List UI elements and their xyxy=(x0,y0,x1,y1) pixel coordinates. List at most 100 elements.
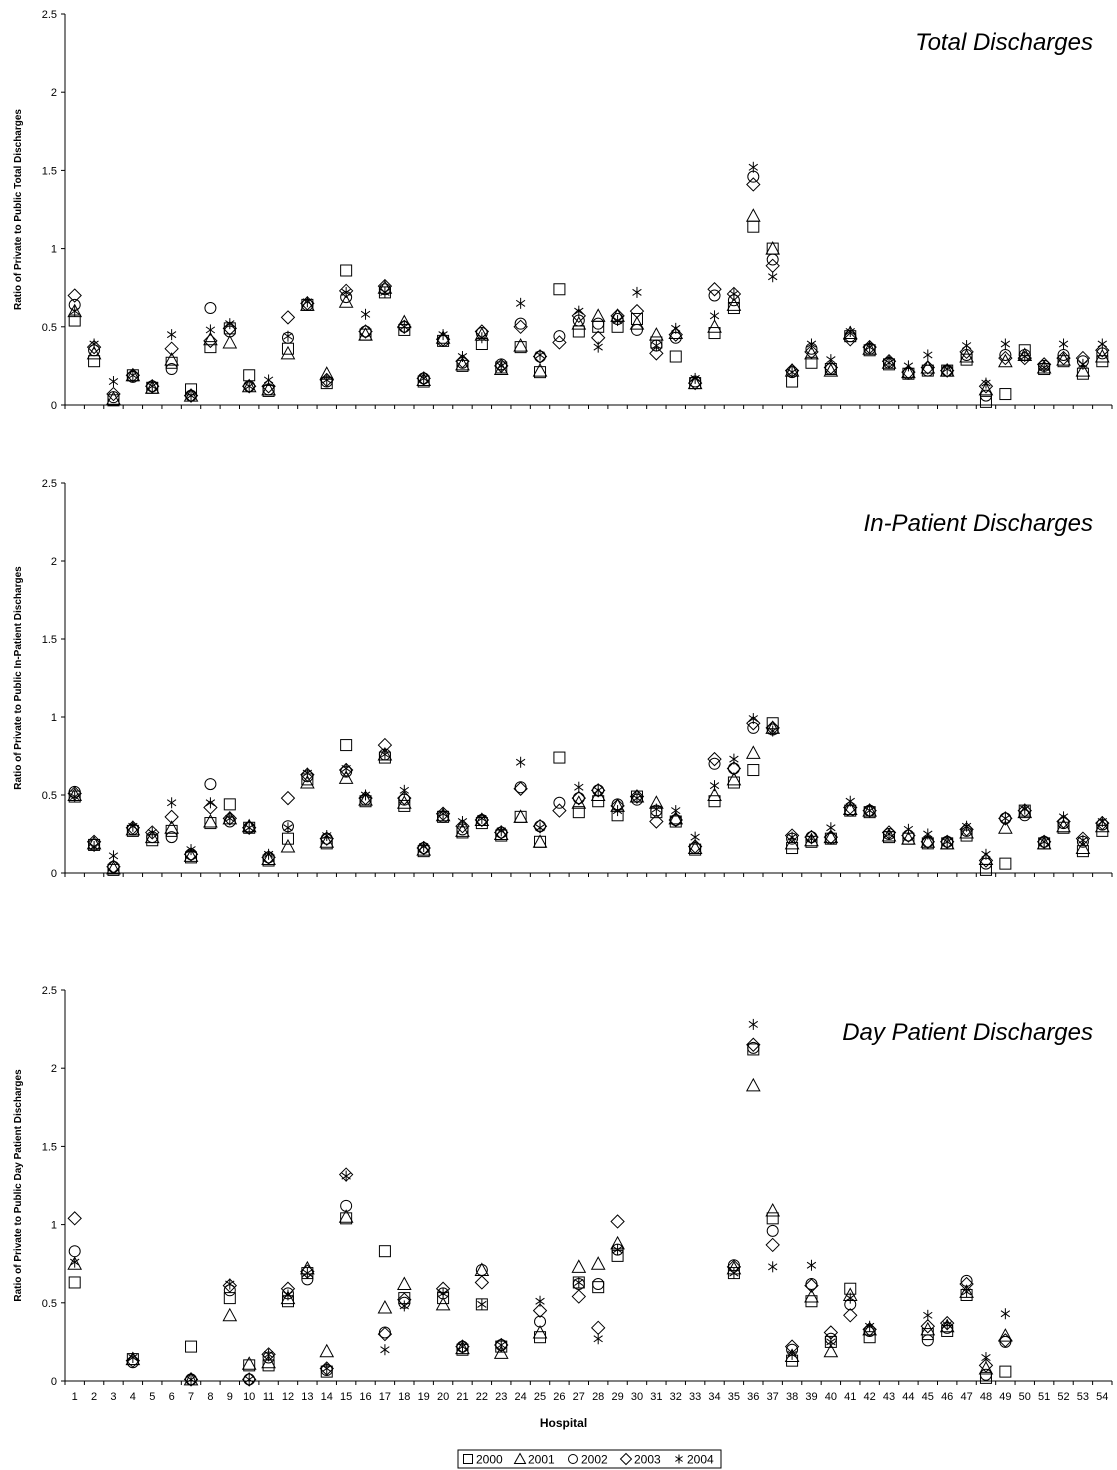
data-point xyxy=(107,394,120,407)
data-point xyxy=(86,345,102,360)
data-point xyxy=(70,791,80,803)
data-point xyxy=(671,805,681,817)
data-point xyxy=(280,310,296,325)
data-point xyxy=(341,286,351,298)
data-point xyxy=(340,739,353,752)
x-tick-label: 46 xyxy=(941,1391,953,1403)
x-tick-label: 24 xyxy=(515,1391,527,1403)
data-point xyxy=(942,1319,952,1331)
data-point xyxy=(726,286,742,302)
x-tick-label: 6 xyxy=(169,1391,175,1403)
data-point xyxy=(1058,811,1069,823)
data-point xyxy=(726,761,742,776)
data-point xyxy=(961,820,972,832)
data-point xyxy=(979,863,992,876)
data-point xyxy=(592,1278,605,1291)
legend-label: 2003 xyxy=(634,1453,661,1467)
data-point xyxy=(592,1281,605,1294)
series-2000 xyxy=(68,1043,1012,1384)
data-point xyxy=(845,795,855,807)
data-point xyxy=(494,825,509,840)
data-point xyxy=(864,805,875,817)
data-point xyxy=(920,360,936,375)
data-point xyxy=(920,834,936,850)
data-point xyxy=(399,321,409,333)
data-point xyxy=(261,1347,276,1362)
data-point xyxy=(358,324,373,339)
legend-marker-asterisk xyxy=(675,1454,683,1464)
chart-panel-3: 00.511.522.51 2 3 4 5 6 7 8 9 10 11 12 13 14 15 16 17 18 1… xyxy=(13,985,1113,1430)
legend-entry-2000: 2000 xyxy=(463,1453,503,1467)
data-point xyxy=(535,822,545,834)
data-point xyxy=(302,767,313,779)
data-point xyxy=(205,324,216,336)
data-point xyxy=(360,308,371,320)
legend: 2000 2001 2002 2003 2004 xyxy=(457,1449,722,1469)
data-point xyxy=(225,318,235,330)
data-point xyxy=(746,1037,761,1052)
legend-entry-2003: 2003 xyxy=(619,1453,661,1467)
y-tick-label: 0 xyxy=(51,868,57,880)
legend-label: 2004 xyxy=(687,1453,714,1467)
data-point xyxy=(649,327,664,341)
x-tick-label: 52 xyxy=(1057,1391,1069,1403)
data-point xyxy=(67,1256,83,1270)
data-point xyxy=(225,812,235,824)
data-point xyxy=(999,857,1012,870)
x-tick-label: 2 xyxy=(91,1391,97,1403)
data-point xyxy=(455,1339,470,1354)
x-tick-label: 35 xyxy=(728,1391,740,1403)
legend-marker-circle xyxy=(568,1454,578,1464)
x-tick-label: 40 xyxy=(825,1391,837,1403)
data-point xyxy=(707,787,722,801)
y-axis-label: Ratio of Private to Public Total Dischar… xyxy=(13,109,24,310)
data-point xyxy=(283,822,293,834)
data-point xyxy=(787,831,797,843)
data-point xyxy=(204,778,217,791)
data-point xyxy=(300,296,315,311)
data-point xyxy=(185,1340,198,1353)
data-point xyxy=(263,848,274,860)
chart-panel-1: 0 0.5 1 1.5 2 2.5 Ratio of Private to Public T… xyxy=(13,9,1113,412)
data-point xyxy=(125,1353,141,1368)
data-point xyxy=(768,1261,778,1273)
series-2001 xyxy=(67,208,1110,405)
x-tick-label: 20 xyxy=(437,1391,449,1403)
chart-panel-2: 0 0.5 1 1.5 2 2.5 Ratio of Private to Public I… xyxy=(13,478,1113,880)
data-point xyxy=(766,1212,779,1225)
y-tick-label: 1 xyxy=(51,244,57,256)
y-tick-label: 0.5 xyxy=(42,1298,57,1310)
data-point xyxy=(787,1348,797,1360)
x-tick-label: 3 xyxy=(110,1391,116,1403)
legend-entry-2001: 2001 xyxy=(513,1452,555,1467)
data-point xyxy=(241,820,257,835)
data-point xyxy=(668,325,684,340)
data-point xyxy=(979,395,992,408)
data-point xyxy=(612,315,623,327)
data-point xyxy=(707,282,722,297)
x-tick-label: 29 xyxy=(611,1391,623,1403)
data-point xyxy=(166,797,177,809)
data-point xyxy=(532,834,548,848)
data-point xyxy=(438,808,448,820)
data-point xyxy=(843,800,858,815)
data-point xyxy=(241,1356,257,1370)
data-point xyxy=(765,1237,780,1253)
data-point xyxy=(477,812,487,824)
data-point xyxy=(86,339,102,355)
data-point xyxy=(553,330,566,343)
data-point xyxy=(920,1319,936,1334)
data-point xyxy=(338,770,354,784)
data-point xyxy=(514,317,527,330)
data-point xyxy=(745,745,761,759)
data-point xyxy=(399,784,409,796)
x-tick-label: 19 xyxy=(418,1391,430,1403)
data-point xyxy=(998,811,1013,826)
data-point xyxy=(593,784,603,796)
data-point xyxy=(884,357,894,369)
series-2003 xyxy=(67,716,1110,874)
data-point xyxy=(552,803,567,818)
data-point xyxy=(727,776,740,789)
panel-title: Day Patient Discharges xyxy=(842,1019,1093,1046)
data-point xyxy=(125,1351,141,1366)
